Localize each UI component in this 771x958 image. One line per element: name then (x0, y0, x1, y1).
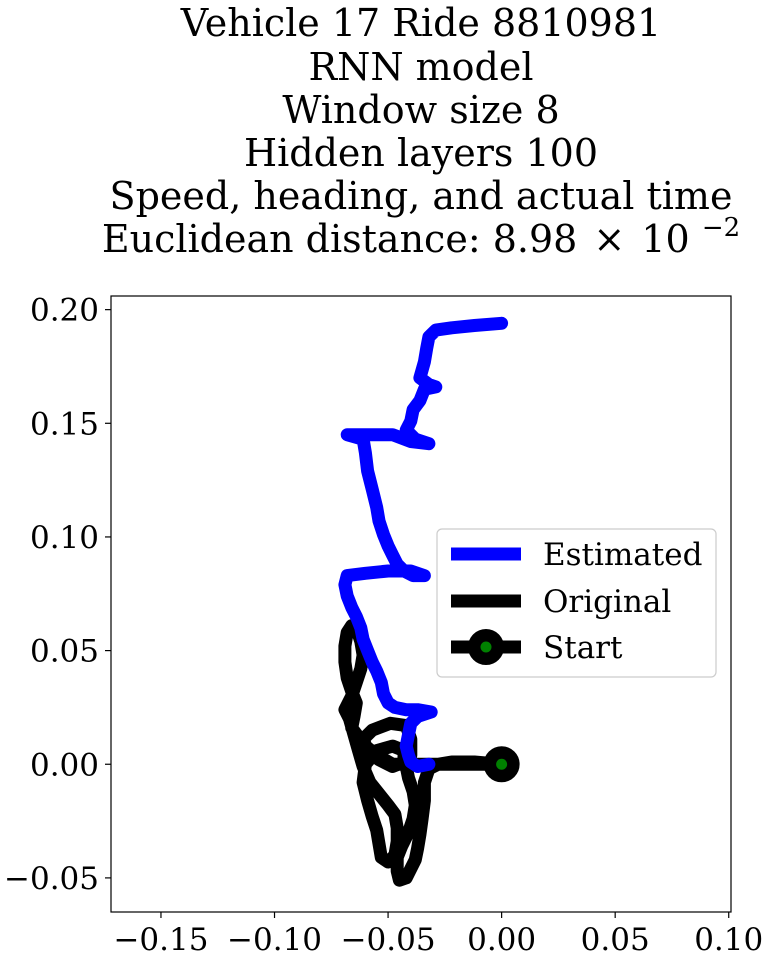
x-tick-label: −0.05 (341, 922, 436, 958)
distance-label: Euclidean distance: 8.98 (102, 217, 577, 261)
legend: Estimated Original Start (436, 528, 717, 678)
x-tick-label: −0.10 (227, 922, 322, 958)
title-line: Vehicle 17 Ride 8810981 (180, 1, 661, 45)
series-estimated-line (338, 316, 509, 773)
title-line: Speed, heading, and actual time (110, 174, 733, 218)
legend-start-marker-face (480, 641, 492, 653)
distance-exponent: −2 (702, 213, 740, 243)
x-tick-label: 0.05 (581, 922, 650, 958)
chart-title: Vehicle 17 Ride 8810981 RNN model Window… (102, 1, 740, 261)
y-axis: −0.05 0.00 0.05 0.10 0.15 0.20 (4, 293, 111, 897)
y-tick-label: 0.10 (30, 520, 99, 556)
plot-frame (110, 295, 732, 913)
distance-base: 10 (641, 217, 689, 261)
start-point-marker-face (496, 758, 508, 770)
y-tick-label: 0.20 (30, 293, 99, 329)
y-tick-label: 0.00 (30, 747, 99, 783)
y-tick-label: 0.05 (30, 634, 99, 670)
legend-label-original: Original (543, 584, 671, 620)
x-tick-label: −0.15 (113, 922, 208, 958)
y-tick-label: 0.15 (30, 406, 99, 442)
series-layer (338, 316, 520, 887)
y-tick-label: −0.05 (4, 861, 99, 897)
x-axis: −0.15 −0.10 −0.05 0.00 0.05 0.10 (113, 912, 763, 958)
x-tick-label: 0.00 (467, 922, 536, 958)
legend-label-start: Start (543, 630, 623, 666)
plot-area (110, 295, 732, 913)
x-tick-label: 0.10 (694, 922, 763, 958)
title-line: RNN model (308, 45, 533, 89)
legend-frame (436, 528, 717, 678)
distance-line: Euclidean distance: 8.98 × 10 −2 (102, 213, 740, 261)
title-line: Window size 8 (282, 88, 559, 132)
legend-label-estimated: Estimated (543, 537, 702, 573)
distance-times: × (593, 217, 625, 261)
title-line: Hidden layers 100 (244, 131, 598, 175)
series-original-line (338, 619, 509, 887)
